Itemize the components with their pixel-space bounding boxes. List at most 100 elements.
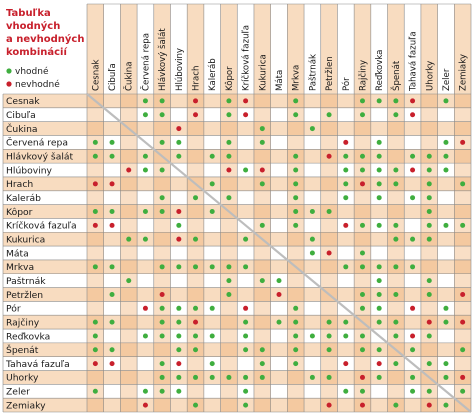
bad-marker <box>142 305 148 311</box>
good-marker <box>376 153 382 159</box>
bad-marker <box>326 153 332 159</box>
header-column-band <box>153 4 171 94</box>
good-marker <box>426 181 432 187</box>
good-marker <box>92 264 98 270</box>
cell-band <box>220 301 238 316</box>
header-column-band <box>103 4 121 94</box>
cell-band <box>220 176 238 191</box>
good-marker <box>159 361 165 367</box>
cell-band <box>87 273 104 288</box>
cell-band <box>220 384 238 399</box>
cell-band <box>187 356 204 371</box>
cell-band <box>354 273 371 288</box>
cell-band <box>287 287 305 302</box>
good-marker <box>376 374 382 380</box>
good-marker <box>126 278 132 284</box>
header-column-band <box>337 4 355 94</box>
good-marker <box>109 139 115 145</box>
legend-good-label: vhodné <box>15 66 49 77</box>
good-marker <box>359 347 365 353</box>
good-marker <box>359 305 365 311</box>
good-marker <box>443 153 449 159</box>
cell-band <box>120 135 138 150</box>
good-marker <box>209 333 215 339</box>
good-marker <box>393 98 399 104</box>
good-marker <box>159 195 165 201</box>
good-marker <box>376 139 382 145</box>
cell-band <box>87 287 104 302</box>
cell-band <box>354 204 371 219</box>
legend-bad-dot <box>6 81 12 87</box>
good-marker <box>176 305 182 311</box>
good-marker <box>343 195 349 201</box>
cell-band <box>420 121 438 136</box>
cell-band <box>253 259 271 274</box>
cell-band <box>153 176 171 191</box>
bad-marker <box>426 319 432 325</box>
good-marker <box>443 222 449 228</box>
good-marker <box>359 167 365 173</box>
good-marker <box>426 291 432 297</box>
row-label: Zemiaky <box>6 400 46 411</box>
good-marker <box>443 319 449 325</box>
header-column-band <box>170 4 188 94</box>
good-marker <box>293 333 299 339</box>
good-marker <box>176 374 182 380</box>
bad-marker <box>159 291 165 297</box>
good-marker <box>393 181 399 187</box>
cell-band <box>354 356 371 371</box>
good-marker <box>92 319 98 325</box>
column-label: Cibuľa <box>108 63 118 91</box>
cell-band <box>120 398 138 412</box>
good-marker <box>92 209 98 215</box>
good-marker <box>126 236 132 242</box>
cell-band <box>153 218 171 233</box>
good-marker <box>426 167 432 173</box>
header-column-band <box>354 4 371 94</box>
column-label: Hrach <box>192 66 202 91</box>
cell-band <box>153 121 171 136</box>
cell-band <box>320 218 338 233</box>
good-marker <box>209 181 215 187</box>
title-line: vhodných <box>6 20 60 32</box>
cell-band <box>187 163 204 177</box>
header-column-band <box>120 4 138 94</box>
cell-band <box>120 204 138 219</box>
bad-marker <box>460 291 466 297</box>
good-marker <box>243 333 249 339</box>
bad-marker <box>92 361 98 367</box>
bad-marker <box>109 361 115 367</box>
cell-band <box>287 121 305 136</box>
cell-band <box>253 329 271 343</box>
good-marker <box>159 333 165 339</box>
good-marker <box>309 333 315 339</box>
cell-band <box>320 135 338 150</box>
cell-band <box>454 121 471 136</box>
good-marker <box>243 167 249 173</box>
cell-band <box>187 287 204 302</box>
column-label: Uhorky <box>425 61 435 91</box>
bad-marker <box>460 374 466 380</box>
good-marker <box>243 236 249 242</box>
column-label: Pór <box>341 77 352 91</box>
header-column-band <box>287 4 305 94</box>
good-marker <box>276 278 282 284</box>
cell-band <box>187 149 204 164</box>
good-marker <box>259 139 265 145</box>
good-marker <box>243 402 249 408</box>
good-marker <box>376 98 382 104</box>
cell-band <box>454 94 471 108</box>
good-marker <box>443 374 449 380</box>
good-marker <box>393 222 399 228</box>
column-label: Rajčiny <box>357 60 368 91</box>
good-marker <box>359 222 365 228</box>
bad-marker <box>326 402 332 408</box>
header-column-band <box>437 4 455 94</box>
cell-band <box>187 384 204 399</box>
cell-band <box>420 259 438 274</box>
good-marker <box>309 126 315 132</box>
good-marker <box>309 374 315 380</box>
cell-band <box>253 287 271 302</box>
good-marker <box>426 236 432 242</box>
good-marker <box>293 153 299 159</box>
